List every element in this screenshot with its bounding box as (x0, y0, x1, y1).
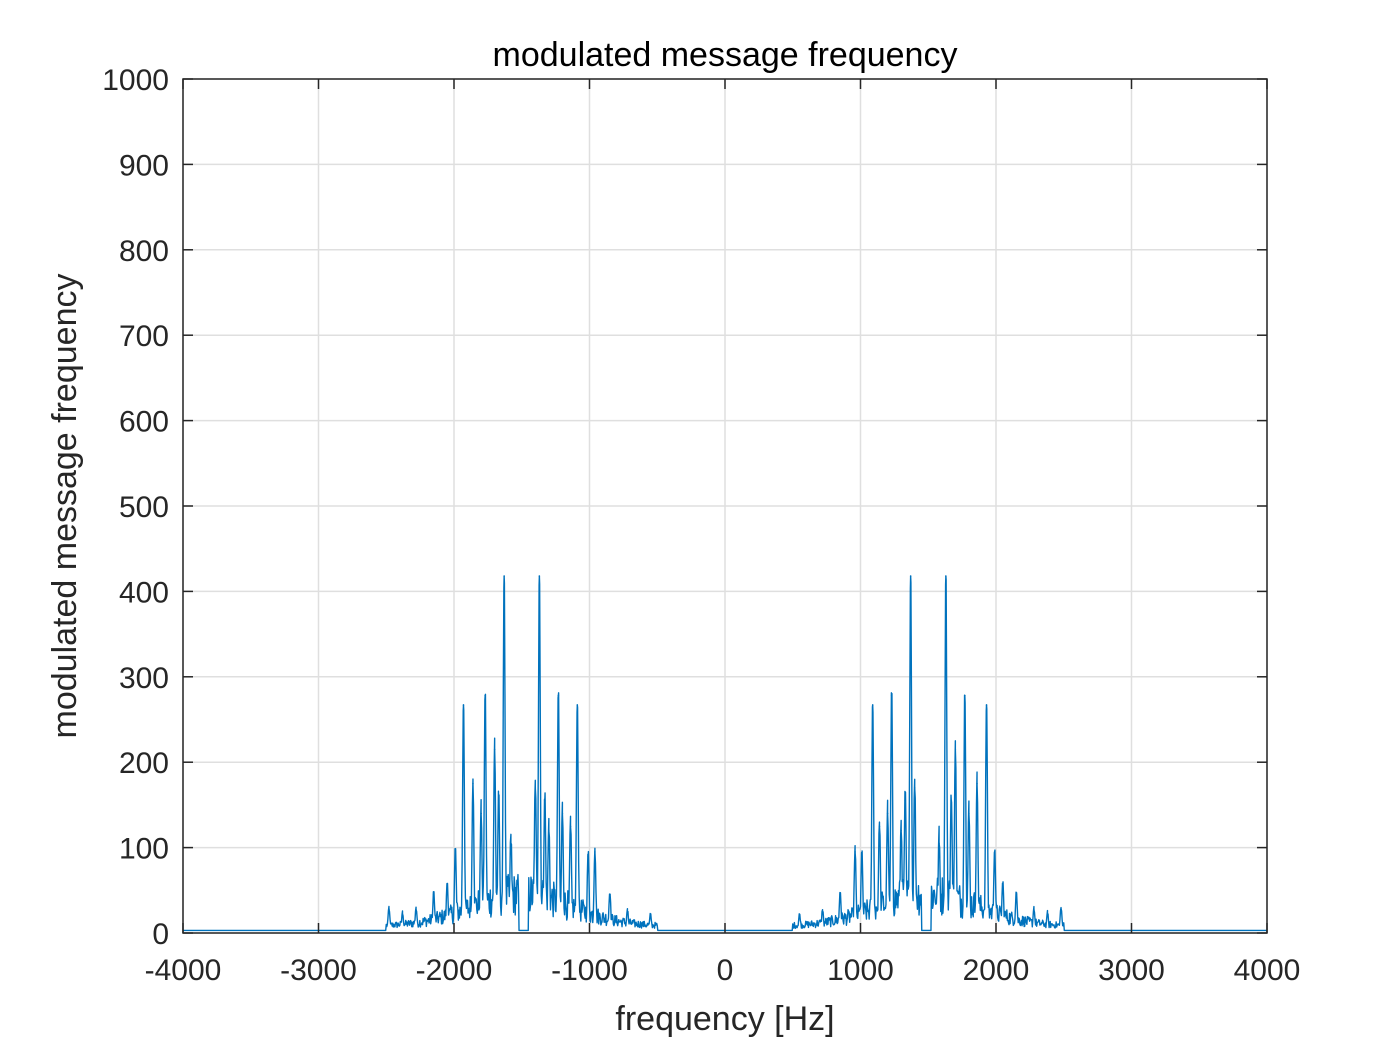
peak-point (861, 855, 863, 857)
peak-point (576, 704, 579, 706)
x-tick-label: 1000 (827, 954, 894, 987)
y-tick-label: 900 (119, 149, 169, 182)
x-tick-labels: -4000 -3000 -2000 -1000 0 1000 2000 3000 4000 (145, 954, 1301, 987)
peak-point (968, 812, 970, 815)
peak-point (1046, 913, 1049, 916)
peak-point (569, 825, 572, 828)
peak-point (938, 842, 940, 845)
y-tick-label: 300 (119, 662, 169, 695)
peak-point (557, 694, 560, 697)
peak-point (913, 787, 916, 789)
y-tick-label: 100 (119, 833, 169, 866)
y-tick-label: 200 (119, 747, 169, 780)
peak-point (493, 748, 496, 751)
peak-point (798, 915, 801, 917)
peak-point (472, 782, 474, 785)
chart-title: modulated message frequency (493, 36, 958, 74)
y-tick-label: 800 (119, 235, 169, 268)
peak-point (993, 851, 996, 853)
x-tick-label: 2000 (963, 954, 1030, 987)
peak-point (594, 851, 596, 853)
peak-point (649, 915, 652, 917)
peak-point (945, 575, 947, 577)
peak-point (534, 787, 537, 789)
peak-point (446, 885, 449, 887)
x-tick-label: 3000 (1098, 954, 1165, 987)
peak-point (1015, 893, 1018, 896)
peak-point (878, 825, 881, 828)
y-tick-label: 500 (119, 491, 169, 524)
peak-point (626, 910, 629, 913)
peak-point (538, 575, 541, 577)
peak-point (561, 812, 564, 815)
peak-point (484, 694, 486, 697)
y-tick-label: 1000 (102, 64, 169, 97)
tick-marks (182, 78, 1268, 934)
peak-point (454, 851, 457, 853)
x-tick-label: 4000 (1234, 954, 1301, 987)
peak-point (976, 782, 978, 785)
peak-point (609, 893, 611, 896)
peak-point (432, 893, 435, 896)
peak-point (548, 829, 550, 832)
peak-point (503, 575, 505, 577)
peak-point (854, 851, 856, 853)
peak-point (543, 799, 546, 802)
y-axis-label: modulated message frequency (46, 274, 84, 739)
peak-point (1033, 909, 1035, 911)
peak-point (839, 893, 841, 896)
peak-point (890, 694, 893, 697)
peak-point (886, 812, 889, 815)
peak-point (900, 829, 902, 832)
peak-point (904, 799, 907, 802)
y-tick-label: 600 (119, 406, 169, 439)
peak-point (950, 799, 953, 802)
peak-point (510, 842, 512, 845)
peak-point (462, 704, 465, 706)
peak-point (909, 575, 912, 577)
peak-point (497, 799, 500, 802)
peak-point (1060, 908, 1062, 910)
x-tick-label: -4000 (145, 954, 222, 987)
peak-point (401, 913, 404, 916)
y-tick-label: 0 (152, 918, 169, 951)
peak-point (954, 748, 957, 751)
peak-point (1001, 885, 1004, 887)
x-tick-label: -1000 (551, 954, 628, 987)
y-tick-labels: 0 100 200 300 400 500 600 700 800 900 1000 (102, 64, 169, 951)
y-tick-label: 700 (119, 320, 169, 353)
peak-point (871, 704, 874, 706)
y-tick-label: 400 (119, 576, 169, 609)
peak-point (480, 812, 482, 815)
peak-point (415, 909, 417, 911)
x-tick-label: -2000 (416, 954, 493, 987)
x-tick-label: -3000 (280, 954, 357, 987)
peak-point (388, 908, 390, 910)
peak-point (821, 910, 824, 913)
x-axis-label: frequency [Hz] (615, 1000, 834, 1038)
x-tick-label: 0 (717, 954, 734, 987)
peak-point (587, 855, 589, 857)
peak-point (964, 694, 966, 697)
peak-point (985, 704, 988, 706)
